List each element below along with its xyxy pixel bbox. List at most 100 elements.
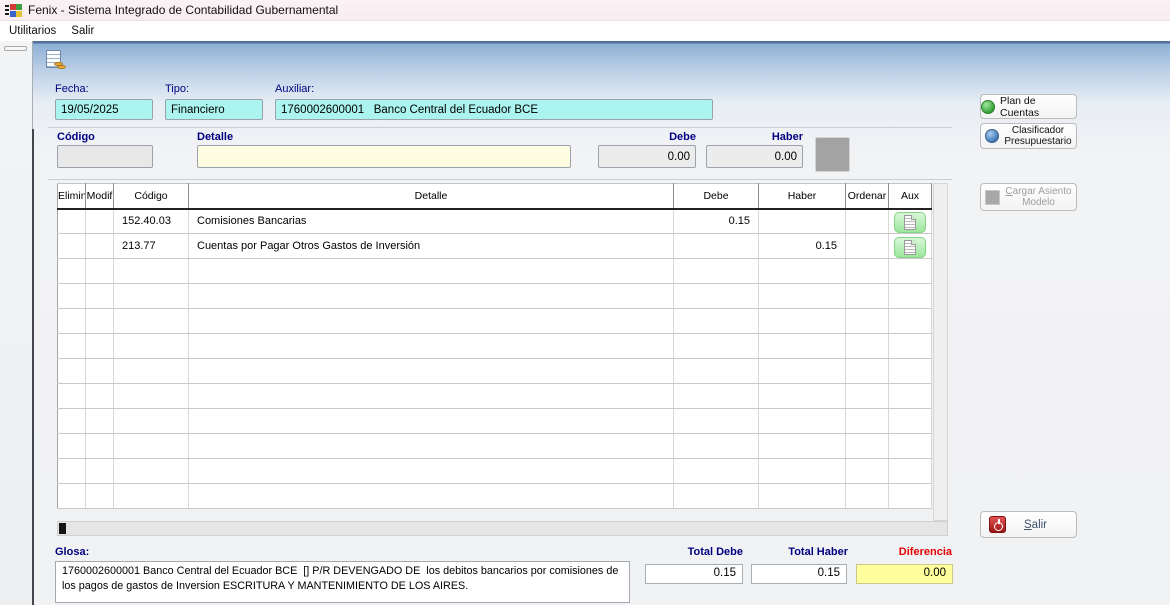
cell-elimin <box>57 483 86 509</box>
blue-sphere-icon <box>985 129 1000 143</box>
cell-elimin <box>57 283 86 309</box>
cell-ordenar <box>845 333 889 359</box>
cell-detalle <box>188 358 674 384</box>
menu-salir[interactable]: Salir <box>71 25 95 37</box>
salir-button[interactable]: Salir <box>980 511 1077 538</box>
cell-detalle <box>188 383 674 409</box>
total-haber-value: 0.15 <box>751 564 847 584</box>
cell-codigo <box>113 283 189 309</box>
table-vertical-scrollbar[interactable] <box>933 183 948 521</box>
cell-ordenar <box>845 258 889 284</box>
cell-haber <box>758 433 846 459</box>
cell-modif <box>85 483 114 509</box>
cell-codigo <box>113 383 189 409</box>
cell-aux <box>888 458 932 484</box>
table-row[interactable] <box>57 383 932 409</box>
column-header-modif[interactable]: Modif <box>85 183 114 210</box>
debe-input[interactable] <box>598 145 696 168</box>
cell-haber <box>758 258 846 284</box>
codigo-label: Código <box>57 131 95 143</box>
tipo-input[interactable] <box>165 99 263 120</box>
table-row[interactable] <box>57 283 932 309</box>
fecha-input[interactable] <box>55 99 153 120</box>
codigo-input[interactable] <box>57 145 153 168</box>
cell-elimin <box>57 433 86 459</box>
auxiliar-input[interactable] <box>275 99 713 120</box>
table-row[interactable]: 213.77 Cuentas por Pagar Otros Gastos de … <box>57 233 932 259</box>
table-horizontal-scrollbar[interactable] <box>57 521 948 536</box>
cell-ordenar <box>845 383 889 409</box>
journal-entry-icon[interactable] <box>46 50 68 71</box>
table-row[interactable] <box>57 333 932 359</box>
cell-detalle <box>188 458 674 484</box>
cell-haber <box>758 208 846 234</box>
cell-aux <box>888 308 932 334</box>
haber-label: Haber <box>771 131 803 143</box>
table-row[interactable] <box>57 483 932 509</box>
detalle-input[interactable] <box>197 145 571 168</box>
cell-elimin <box>57 458 86 484</box>
aux-button[interactable] <box>894 236 926 258</box>
menu-utilitarios[interactable]: Utilitarios <box>9 25 57 37</box>
debe-label: Debe <box>669 131 696 143</box>
scrollbar-thumb[interactable] <box>59 523 66 534</box>
separator <box>48 179 952 180</box>
glosa-textarea[interactable]: 1760002600001 Banco Central del Ecuador … <box>55 561 630 603</box>
table-row[interactable]: 152.40.03 Comisiones Bancarias 0.15 <box>57 208 932 234</box>
cell-modif <box>85 358 114 384</box>
column-header-aux[interactable]: Aux <box>888 183 932 210</box>
table-row[interactable] <box>57 433 932 459</box>
cell-aux <box>888 208 932 234</box>
cell-ordenar <box>845 308 889 334</box>
cell-codigo <box>113 333 189 359</box>
cell-debe <box>673 433 759 459</box>
cell-ordenar <box>845 208 889 234</box>
cell-debe <box>673 383 759 409</box>
panel-divider <box>32 129 34 605</box>
cell-haber <box>758 333 846 359</box>
cell-codigo <box>113 358 189 384</box>
table-row[interactable] <box>57 458 932 484</box>
table-row[interactable] <box>57 358 932 384</box>
column-header-haber[interactable]: Haber <box>758 183 846 210</box>
column-header-detalle[interactable]: Detalle <box>188 183 674 210</box>
cell-modif <box>85 333 114 359</box>
cell-modif <box>85 458 114 484</box>
column-header-debe[interactable]: Debe <box>673 183 759 210</box>
clasificador-presupuestario-button[interactable]: Clasificador Presupuestario <box>980 123 1077 149</box>
menu-bar: Utilitarios Salir <box>0 21 1170 41</box>
table-row[interactable] <box>57 308 932 334</box>
cell-modif <box>85 283 114 309</box>
salir-label: Salir <box>1024 518 1048 531</box>
cargar-asiento-modelo-button[interactable]: Cargar Asiento Modelo <box>980 183 1077 211</box>
haber-input[interactable] <box>706 145 803 168</box>
column-header-elimin[interactable]: Elimin <box>57 183 86 210</box>
panel-grip[interactable] <box>4 46 27 51</box>
cell-ordenar <box>845 283 889 309</box>
column-header-codigo[interactable]: Código <box>113 183 189 210</box>
plan-de-cuentas-label: Plan de Cuentas <box>1000 94 1040 119</box>
total-debe-value: 0.15 <box>645 564 743 584</box>
cell-aux <box>888 408 932 434</box>
total-haber-label: Total Haber <box>788 546 848 558</box>
auxiliar-label: Auxiliar: <box>275 83 315 95</box>
cell-detalle: Cuentas por Pagar Otros Gastos de Invers… <box>188 233 674 259</box>
add-line-button[interactable] <box>815 137 850 172</box>
cell-debe <box>673 258 759 284</box>
column-header-ordenar[interactable]: Ordenar <box>845 183 889 210</box>
aux-button[interactable] <box>894 211 926 233</box>
cell-modif <box>85 233 114 259</box>
separator <box>48 127 952 128</box>
left-panel-strip <box>0 41 33 605</box>
plan-de-cuentas-button[interactable]: Plan de Cuentas <box>980 94 1077 119</box>
cell-modif <box>85 383 114 409</box>
cell-haber <box>758 458 846 484</box>
table-row[interactable] <box>57 408 932 434</box>
cell-ordenar <box>845 458 889 484</box>
cell-debe <box>673 283 759 309</box>
table-row[interactable] <box>57 258 932 284</box>
cell-haber: 0.15 <box>758 233 846 259</box>
cell-codigo: 152.40.03 <box>113 208 189 234</box>
cell-modif <box>85 308 114 334</box>
